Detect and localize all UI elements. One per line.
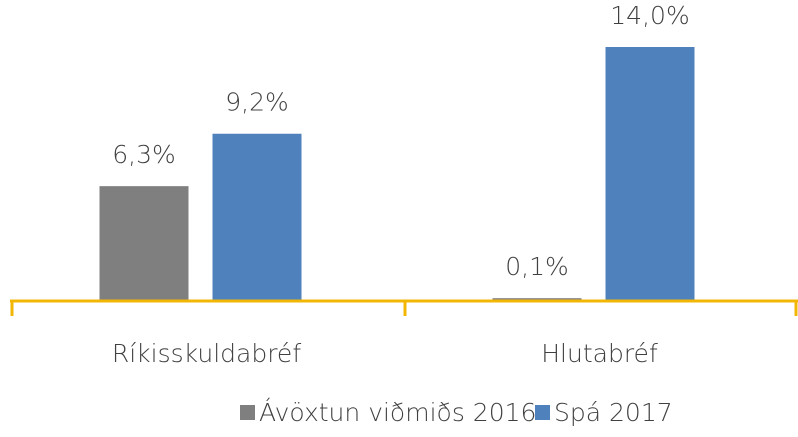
bar <box>99 186 189 300</box>
bar <box>492 298 582 300</box>
x-tick-label: Ríkisskuldabréf <box>112 339 301 368</box>
value-label: 0,1% <box>505 252 569 281</box>
bar <box>212 133 302 300</box>
bar <box>605 47 695 300</box>
legend-label: Ávöxtun viðmiðs 2016 <box>259 398 536 427</box>
value-label: 14,0% <box>610 1 689 30</box>
legend-swatch <box>240 405 255 420</box>
x-tick-label: Hlutabréf <box>541 339 658 368</box>
value-label: 9,2% <box>225 88 289 117</box>
legend-label: Spá 2017 <box>554 398 673 427</box>
legend-swatch <box>535 405 550 420</box>
value-label: 6,3% <box>112 140 176 169</box>
